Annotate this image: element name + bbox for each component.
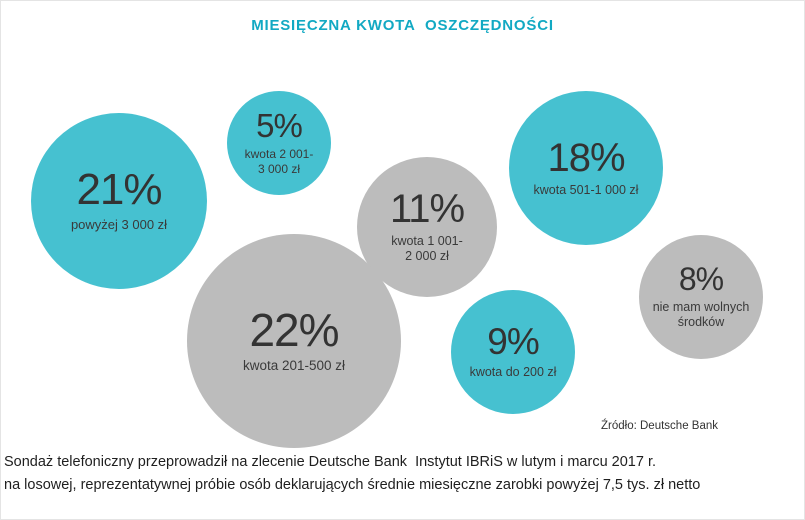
footnote: Sondaż telefoniczny przeprowadził na zle… xyxy=(4,451,700,497)
bubble-percent: 8% xyxy=(678,261,724,298)
bubble-do-200: 9% kwota do 200 zł xyxy=(451,290,575,414)
bubble-category: kwota do 200 zł xyxy=(469,365,557,380)
bubble-2001-3000: 5% kwota 2 001-3 000 zł xyxy=(227,91,331,195)
bubble-category: kwota 2 001-3 000 zł xyxy=(244,146,314,176)
chart-title: MIESIĘCZNA KWOTA OSZCZĘDNOŚCI xyxy=(251,17,554,34)
bubble-percent: 9% xyxy=(487,321,539,363)
bubble-1001-2000: 11% kwota 1 001-2 000 zł xyxy=(357,157,497,297)
bubble-percent: 11% xyxy=(389,186,465,231)
footnote-line-2: na losowej, reprezentatywnej próbie osób… xyxy=(4,477,701,493)
bubble-percent: 21% xyxy=(76,165,162,215)
bubble-percent: 5% xyxy=(256,107,303,145)
bubble-501-1000: 18% kwota 501-1 000 zł xyxy=(509,91,663,245)
bubble-category: powyżej 3 000 zł xyxy=(70,217,168,233)
footnote-line-1: Sondaż telefoniczny przeprowadził na zle… xyxy=(4,454,657,470)
bubble-category: kwota 201-500 zł xyxy=(242,358,346,374)
bubble-brak-srodkow: 8% nie mam wolnych środków xyxy=(639,235,763,359)
bubble-powyzej-3000: 21% powyżej 3 000 zł xyxy=(31,113,207,289)
bubble-201-500: 22% kwota 201-500 zł xyxy=(187,234,401,448)
bubble-category: kwota 1 001-2 000 zł xyxy=(391,233,463,264)
source-note: Źródło: Deutsche Bank xyxy=(601,420,718,432)
bubble-percent: 18% xyxy=(547,135,625,180)
bubble-category: kwota 501-1 000 zł xyxy=(533,182,639,197)
bubble-percent: 22% xyxy=(249,304,339,357)
bubble-category: nie mam wolnych środków xyxy=(652,299,750,330)
